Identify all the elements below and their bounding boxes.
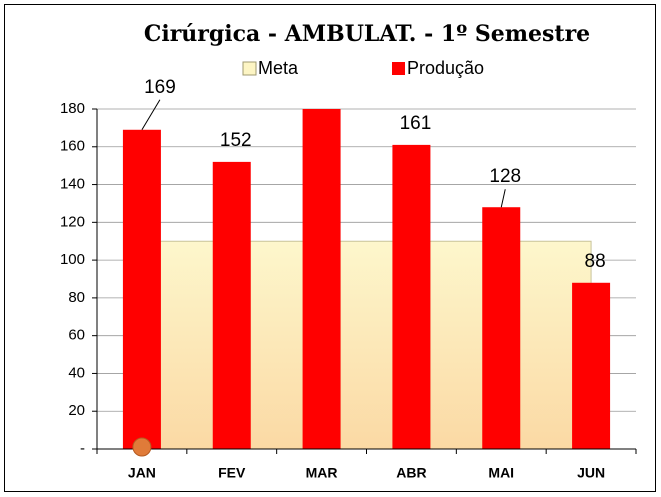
data-label: 128 — [489, 166, 521, 187]
x-tick-label: MAI — [488, 465, 514, 481]
legend-swatch — [242, 61, 257, 76]
leader-line — [500, 189, 506, 208]
y-tick-label: - — [80, 440, 85, 457]
y-tick-label: 120 — [60, 213, 85, 230]
bar — [572, 282, 611, 449]
y-tick-label: 20 — [68, 402, 85, 419]
legend-label: Meta — [258, 58, 299, 78]
meta-area — [141, 240, 592, 450]
data-label: 161 — [400, 113, 432, 134]
data-label: 152 — [220, 130, 252, 151]
bar — [122, 129, 161, 449]
legend: Meta Produção — [242, 58, 484, 78]
y-tick-label: 140 — [60, 176, 85, 193]
bar — [212, 161, 251, 449]
x-tick-label: ABR — [396, 465, 426, 481]
x-tick-label: JUN — [577, 465, 605, 481]
leader-line — [141, 99, 161, 131]
chart-title: Cirúrgica - AMBULAT. - 1º Semestre — [144, 21, 590, 47]
y-tick-label: 40 — [68, 364, 85, 381]
y-tick-label: 60 — [68, 327, 85, 344]
x-tick-label: MAR — [306, 465, 338, 481]
bar — [392, 144, 431, 449]
y-tick-label: 180 — [60, 100, 85, 117]
y-tick-label: 100 — [60, 251, 85, 268]
legend-swatch — [392, 62, 405, 75]
y-tick-label: 80 — [68, 289, 85, 306]
marker — [132, 437, 152, 457]
y-tick-label: 160 — [60, 138, 85, 155]
x-tick-label: JAN — [128, 465, 156, 481]
legend-label: Produção — [407, 58, 484, 78]
bar — [482, 207, 521, 449]
data-label: 88 — [585, 251, 606, 272]
x-tick-label: FEV — [218, 465, 246, 481]
data-label: 169 — [144, 77, 176, 98]
bar — [302, 109, 341, 449]
